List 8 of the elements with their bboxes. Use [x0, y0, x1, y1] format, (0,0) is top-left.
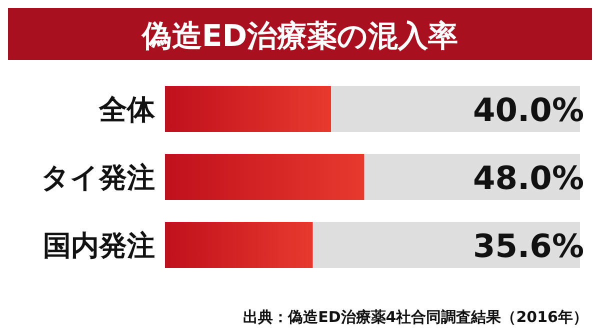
y-tick-label: タイ発注 — [41, 161, 155, 194]
data-label: 35.6% — [472, 227, 584, 265]
chart-title: 偽造ED治療薬の混入率 — [140, 19, 458, 54]
data-label: 48.0% — [472, 159, 584, 197]
data-label: 40.0% — [472, 91, 584, 129]
source-note: 出典：偽造ED治療薬4社合同調査結果（2016年） — [243, 308, 588, 326]
y-tick-label: 全体 — [98, 93, 156, 126]
y-tick-label: 国内発注 — [43, 229, 155, 262]
